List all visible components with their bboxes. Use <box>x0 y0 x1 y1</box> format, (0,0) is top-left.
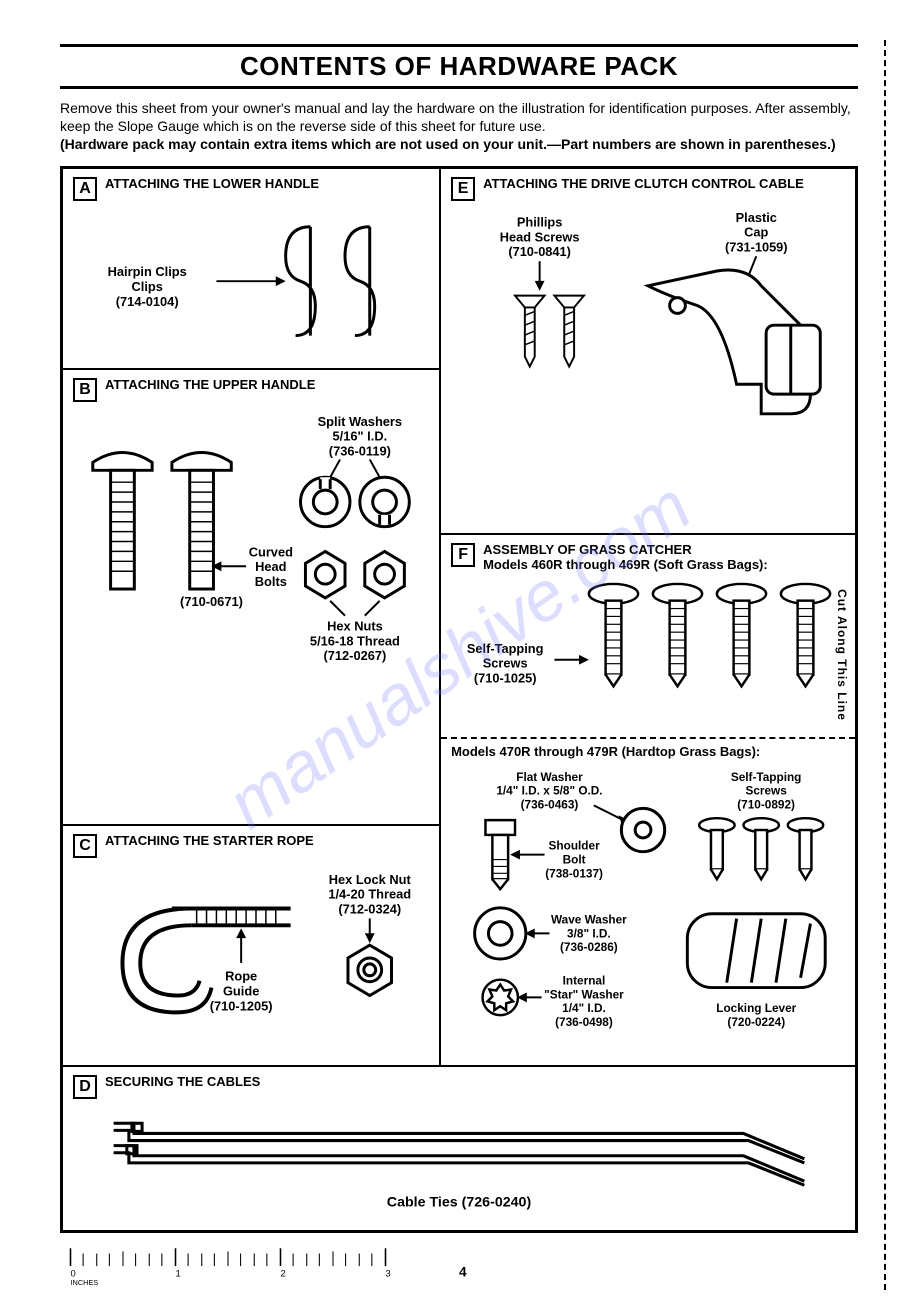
svg-text:Screws: Screws <box>746 784 788 798</box>
svg-text:(712-0267): (712-0267) <box>323 648 386 663</box>
section-letter: C <box>73 834 97 858</box>
svg-text:(710-0841): (710-0841) <box>508 244 571 259</box>
section-b: B ATTACHING THE UPPER HANDLE Split Washe… <box>62 369 440 825</box>
section-f-sub2-diagram: Flat Washer 1/4" I.D. x 5/8" O.D. (736-0… <box>451 766 845 1052</box>
section-f-sub1-diagram: Self-Tapping Screws (710-1025) <box>451 579 845 727</box>
intro-line1: Remove this sheet from your owner's manu… <box>60 100 752 116</box>
svg-text:Curved: Curved <box>249 544 293 559</box>
svg-text:Head Screws: Head Screws <box>500 229 580 244</box>
section-letter: A <box>73 177 97 201</box>
intro-line3: (Hardware pack may contain extra items w… <box>60 136 836 152</box>
section-e-diagram: Phillips Head Screws (710-0841) Plastic … <box>451 207 845 453</box>
section-letter: F <box>451 543 475 567</box>
svg-text:Phillips: Phillips <box>517 214 563 229</box>
svg-text:Flat Washer: Flat Washer <box>516 770 583 784</box>
svg-text:Cable Ties (726-0240): Cable Ties (726-0240) <box>387 1195 532 1211</box>
svg-text:2: 2 <box>281 1268 286 1279</box>
svg-text:1: 1 <box>176 1268 181 1279</box>
svg-text:(736-0463): (736-0463) <box>521 798 579 812</box>
svg-text:Plastic: Plastic <box>736 209 777 224</box>
svg-text:Cap: Cap <box>744 224 768 239</box>
section-title: ATTACHING THE UPPER HANDLE <box>105 378 315 393</box>
svg-text:5/16-18 Thread: 5/16-18 Thread <box>310 633 400 648</box>
svg-text:1/4" I.D.: 1/4" I.D. <box>562 1002 606 1016</box>
svg-text:(710-1205): (710-1205) <box>210 998 273 1013</box>
top-rule-1 <box>60 44 858 47</box>
section-a-diagram: Hairpin Clips Clips (714-0104) <box>73 207 429 355</box>
section-sub1: Models 460R through 469R (Soft Grass Bag… <box>483 558 768 573</box>
svg-text:Wave Washer: Wave Washer <box>551 913 627 927</box>
svg-text:(720-0224): (720-0224) <box>728 1015 786 1029</box>
svg-text:Head: Head <box>255 559 286 574</box>
section-f: F ASSEMBLY OF GRASS CATCHER Models 460R … <box>440 534 856 1066</box>
svg-text:Rope: Rope <box>225 969 257 984</box>
section-c-diagram: Hex Lock Nut 1/4-20 Thread (712-0324) Ro… <box>73 864 429 1052</box>
page-number: 4 <box>459 1264 467 1279</box>
cut-line <box>884 40 886 1290</box>
section-a: A ATTACHING THE LOWER HANDLE Hairpin Cli… <box>62 168 440 369</box>
svg-text:(731-1059): (731-1059) <box>725 239 788 254</box>
svg-text:Internal: Internal <box>563 974 606 988</box>
svg-text:Bolt: Bolt <box>563 853 586 867</box>
svg-text:(710-0671): (710-0671) <box>180 594 243 609</box>
svg-text:Split Washers: Split Washers <box>318 414 402 429</box>
page-title: CONTENTS OF HARDWARE PACK <box>60 51 858 82</box>
svg-text:3/8" I.D.: 3/8" I.D. <box>567 927 611 941</box>
hairpin-label: Hairpin Clips <box>108 264 187 279</box>
svg-text:(736-0498): (736-0498) <box>555 1015 613 1029</box>
section-sub2: Models 470R through 479R (Hardtop Grass … <box>451 745 845 760</box>
section-title: ATTACHING THE DRIVE CLUTCH CONTROL CABLE <box>483 177 804 192</box>
svg-text:Self-Tapping: Self-Tapping <box>467 641 544 656</box>
svg-text:INCHES: INCHES <box>71 1278 99 1285</box>
hairpin-partnum: (714-0104) <box>116 293 179 308</box>
svg-text:"Star" Washer: "Star" Washer <box>544 988 624 1002</box>
svg-text:1/4-20 Thread: 1/4-20 Thread <box>328 887 411 902</box>
svg-text:(736-0119): (736-0119) <box>329 443 391 458</box>
svg-text:Hex Nuts: Hex Nuts <box>327 618 383 633</box>
section-b-diagram: Split Washers 5/16" I.D. (736-0119) <box>73 408 429 685</box>
svg-text:(710-1025): (710-1025) <box>474 670 537 685</box>
svg-text:Shoulder: Shoulder <box>549 839 601 853</box>
svg-text:3: 3 <box>386 1268 391 1279</box>
section-d-diagram: Cable Ties (726-0240) <box>73 1105 845 1217</box>
top-rule-2 <box>60 86 858 89</box>
svg-text:Screws: Screws <box>483 655 528 670</box>
section-letter: E <box>451 177 475 201</box>
section-title: SECURING THE CABLES <box>105 1075 260 1090</box>
svg-text:5/16" I.D.: 5/16" I.D. <box>333 429 388 444</box>
svg-text:(710-0892): (710-0892) <box>737 798 795 812</box>
section-title: ASSEMBLY OF GRASS CATCHER <box>483 543 768 558</box>
hardware-grid: A ATTACHING THE LOWER HANDLE Hairpin Cli… <box>60 166 858 1233</box>
svg-text:Locking Lever: Locking Lever <box>716 1002 796 1016</box>
svg-text:(712-0324): (712-0324) <box>338 902 401 917</box>
svg-text:Clips: Clips <box>131 279 162 294</box>
svg-text:(738-0137): (738-0137) <box>545 867 603 881</box>
svg-text:Bolts: Bolts <box>255 574 287 589</box>
svg-text:(736-0286): (736-0286) <box>560 941 618 955</box>
section-letter: D <box>73 1075 97 1099</box>
svg-text:1/4" I.D. x 5/8" O.D.: 1/4" I.D. x 5/8" O.D. <box>496 784 602 798</box>
section-title: ATTACHING THE STARTER ROPE <box>105 834 314 849</box>
section-title: ATTACHING THE LOWER HANDLE <box>105 177 319 192</box>
svg-text:Hex Lock Nut: Hex Lock Nut <box>329 872 412 887</box>
section-c: C ATTACHING THE STARTER ROPE Hex Lock Nu… <box>62 825 440 1066</box>
inch-ruler: 0 1 2 3 INCHES 4 <box>60 1243 858 1285</box>
svg-text:Guide: Guide <box>223 984 259 999</box>
intro-text: Remove this sheet from your owner's manu… <box>60 99 858 154</box>
section-letter: B <box>73 378 97 402</box>
section-d: D SECURING THE CABLES Cable Ties (726-02… <box>62 1066 856 1231</box>
section-e: E ATTACHING THE DRIVE CLUTCH CONTROL CAB… <box>440 168 856 534</box>
svg-text:Self-Tapping: Self-Tapping <box>731 770 802 784</box>
